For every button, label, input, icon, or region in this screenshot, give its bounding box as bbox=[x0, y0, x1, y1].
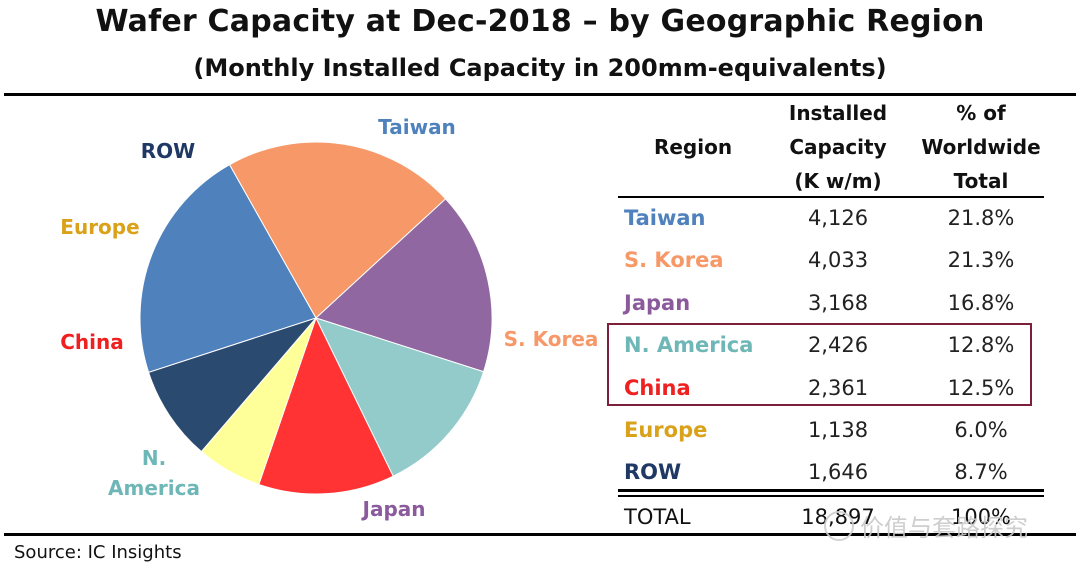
total-divider-2 bbox=[618, 495, 1044, 497]
cell-capacity: 2,426 bbox=[807, 333, 869, 358]
watermark-text: 价值与套路探究 bbox=[860, 514, 1028, 542]
cell-region: ROW bbox=[624, 460, 682, 485]
pie-slice-japan bbox=[315, 198, 493, 373]
table-row: S. Korea 4,033 21.3% bbox=[618, 239, 1044, 281]
header-region: Region bbox=[653, 135, 733, 159]
cell-capacity: 1,646 bbox=[807, 460, 869, 485]
cell-capacity: 4,126 bbox=[807, 206, 869, 230]
cell-percent: 16.8% bbox=[947, 290, 1015, 315]
table-row: China 2,361 12.5% bbox=[618, 367, 1044, 409]
pie-chart: Taiwan S. Korea Japan N. America China Europe R… bbox=[60, 115, 599, 521]
cell-capacity: 4,033 bbox=[807, 248, 869, 273]
header-capacity-line3: (K w/m) bbox=[794, 169, 882, 193]
chart-subtitle: (Monthly Installed Capacity in 200mm-equ… bbox=[193, 54, 887, 82]
pie-label-n-america: N. America bbox=[108, 446, 200, 500]
header-pct-line2: Worldwide bbox=[921, 135, 1041, 159]
header-pct-line3: Total bbox=[953, 169, 1009, 193]
header-divider bbox=[618, 196, 1044, 198]
pie-slice-row bbox=[147, 316, 318, 453]
pie-slice-s-korea bbox=[228, 141, 447, 319]
pie-label-china: China bbox=[60, 330, 124, 354]
cell-region: Taiwan bbox=[624, 206, 706, 230]
pie-label-europe: Europe bbox=[60, 215, 139, 239]
total-row: TOTAL 18,897 100% bbox=[618, 496, 1044, 538]
total-divider-1 bbox=[618, 489, 1044, 492]
cell-region: Europe bbox=[624, 418, 708, 442]
total-percent: 100% bbox=[950, 505, 1012, 529]
cell-region: China bbox=[624, 375, 691, 400]
highlight-box bbox=[607, 323, 1032, 406]
cell-percent: 21.3% bbox=[947, 248, 1015, 273]
pie-label-taiwan: Taiwan bbox=[378, 115, 456, 139]
cell-region: Japan bbox=[624, 290, 691, 315]
table-row: ROW 1,646 8.7% bbox=[618, 451, 1044, 493]
cell-capacity: 2,361 bbox=[807, 375, 869, 400]
table-row: Taiwan 4,126 21.8% bbox=[618, 197, 1044, 239]
header-pct-line1: % of bbox=[956, 101, 1006, 125]
total-label: TOTAL bbox=[624, 505, 691, 529]
cell-capacity: 1,138 bbox=[807, 418, 869, 442]
chart-title: Wafer Capacity at Dec-2018 – by Geograph… bbox=[95, 4, 985, 39]
cell-percent: 8.7% bbox=[954, 460, 1008, 485]
header-capacity-line2: Capacity bbox=[789, 135, 887, 159]
watermark: 价值与套路探究 bbox=[824, 508, 1028, 543]
pie-label-japan: Japan bbox=[361, 497, 426, 521]
cell-percent: 21.8% bbox=[947, 206, 1015, 230]
pie-slice-n-america bbox=[315, 317, 485, 477]
header-capacity-line1: Installed bbox=[788, 101, 888, 125]
cell-region: N. America bbox=[624, 333, 754, 358]
cell-percent: 12.5% bbox=[947, 375, 1015, 400]
wechat-icon bbox=[824, 510, 854, 541]
cell-capacity: 3,168 bbox=[807, 290, 869, 315]
cell-percent: 12.8% bbox=[947, 333, 1015, 358]
pie-label-row: ROW bbox=[141, 139, 195, 163]
cell-percent: 6.0% bbox=[954, 418, 1008, 442]
table-row: Europe 1,138 6.0% bbox=[618, 409, 1044, 451]
title-divider bbox=[4, 93, 1076, 96]
table-bottom-rule bbox=[4, 533, 1076, 536]
table-row: Japan 3,168 16.8% bbox=[618, 282, 1044, 324]
cell-region: S. Korea bbox=[624, 248, 724, 273]
table-row: N. America 2,426 12.8% bbox=[618, 324, 1044, 366]
pie-slice-taiwan bbox=[139, 163, 317, 374]
pie-label-s-korea: S. Korea bbox=[504, 327, 599, 351]
pie-slice-china bbox=[258, 316, 394, 495]
source-note: Source: IC Insights bbox=[14, 542, 182, 563]
